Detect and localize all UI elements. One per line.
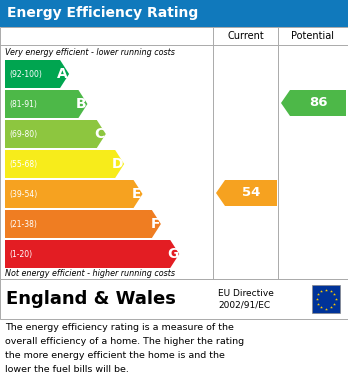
Text: EU Directive: EU Directive (218, 289, 274, 298)
Text: Potential: Potential (292, 31, 334, 41)
Text: (39-54): (39-54) (9, 190, 37, 199)
Text: (55-68): (55-68) (9, 160, 37, 169)
Text: (69-80): (69-80) (9, 129, 37, 138)
Polygon shape (216, 180, 277, 206)
Text: (92-100): (92-100) (9, 70, 42, 79)
Text: A: A (57, 67, 68, 81)
Text: E: E (132, 187, 142, 201)
Text: (81-91): (81-91) (9, 99, 37, 108)
Text: (1-20): (1-20) (9, 249, 32, 258)
Text: 86: 86 (309, 97, 327, 109)
Bar (0, 0, 348, 27)
Text: G: G (167, 247, 178, 261)
Text: overall efficiency of a home. The higher the rating: overall efficiency of a home. The higher… (5, 337, 244, 346)
Text: F: F (150, 217, 160, 231)
Bar (0, 27, 348, 279)
Text: (21-38): (21-38) (9, 219, 37, 228)
Polygon shape (5, 120, 106, 148)
Text: the more energy efficient the home is and the: the more energy efficient the home is an… (5, 351, 225, 360)
Polygon shape (5, 60, 69, 88)
Bar (0, 279, 348, 319)
Polygon shape (5, 90, 87, 118)
Text: D: D (112, 157, 123, 171)
Text: Current: Current (227, 31, 264, 41)
Polygon shape (281, 90, 346, 116)
Bar (312, 285, 340, 313)
Text: lower the fuel bills will be.: lower the fuel bills will be. (5, 365, 129, 374)
Polygon shape (5, 180, 143, 208)
Text: 2002/91/EC: 2002/91/EC (218, 301, 270, 310)
Text: 54: 54 (242, 187, 260, 199)
Text: Energy Efficiency Rating: Energy Efficiency Rating (7, 7, 198, 20)
Polygon shape (5, 150, 124, 178)
Text: Not energy efficient - higher running costs: Not energy efficient - higher running co… (5, 269, 175, 278)
Text: Very energy efficient - lower running costs: Very energy efficient - lower running co… (5, 48, 175, 57)
Text: B: B (76, 97, 86, 111)
Polygon shape (5, 240, 179, 268)
Text: The energy efficiency rating is a measure of the: The energy efficiency rating is a measur… (5, 323, 234, 332)
Polygon shape (5, 210, 161, 238)
Text: C: C (95, 127, 105, 141)
Text: England & Wales: England & Wales (6, 290, 176, 308)
